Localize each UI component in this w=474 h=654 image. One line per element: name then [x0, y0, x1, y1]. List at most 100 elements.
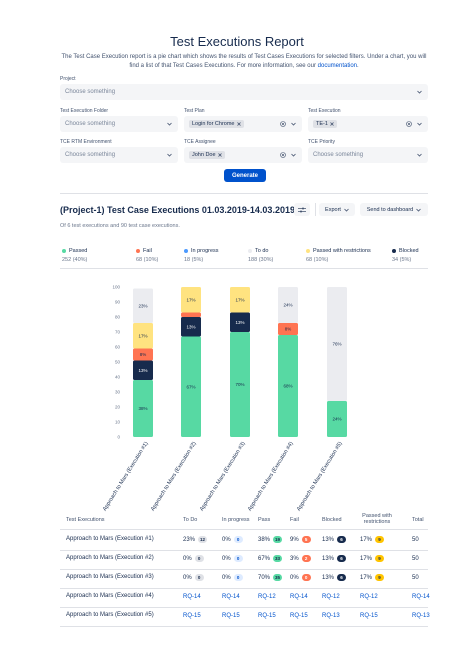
bar-segment — [133, 360, 153, 380]
y-tick-label: 70 — [115, 330, 121, 335]
requirement-link[interactable]: RQ-12 — [360, 593, 378, 600]
requirement-link[interactable]: RQ-14 — [222, 593, 240, 600]
filter-label: Test Plan — [184, 108, 205, 114]
requirement-link[interactable]: RQ-12 — [322, 593, 340, 600]
requirement-link[interactable]: RQ-15 — [183, 612, 201, 619]
chip-text: John Doe — [192, 152, 216, 158]
cell-percent: 3% — [290, 555, 299, 562]
legend-summary: 188 (30%) — [248, 257, 274, 263]
cell: 0% 0 — [290, 573, 311, 582]
legend-name: In progress — [191, 248, 219, 254]
legend-item: Blocked 34 (5%) — [392, 248, 419, 263]
row-name: Approach to Mars (Execution #3) — [66, 574, 154, 580]
cell-percent: 13% — [322, 574, 335, 581]
clear-icon — [280, 152, 286, 158]
legend-row: In progress — [184, 248, 219, 254]
select-box[interactable]: Choose something — [60, 147, 178, 163]
y-tick-label: 40 — [115, 375, 121, 380]
requirement-link[interactable]: RQ-15 — [222, 612, 240, 619]
cell: 0% 0 — [222, 535, 243, 544]
select-box[interactable]: Login for Chrome — [184, 116, 302, 132]
cell: 0% 0 — [222, 573, 243, 582]
bar-segment — [181, 312, 201, 317]
cell-percent: 17% — [360, 555, 373, 562]
cell-percent: 0% — [290, 574, 299, 581]
select-box[interactable]: John Doe — [184, 147, 302, 163]
count-badge: 2 — [301, 555, 311, 562]
legend-name: Blocked — [399, 248, 419, 254]
requirement-link[interactable]: RQ-14 — [412, 593, 430, 600]
bar-label: 38% — [138, 406, 147, 411]
legend-swatch — [248, 249, 252, 253]
column-header: In progress — [222, 517, 250, 523]
column-header: Total — [412, 517, 424, 523]
chevron-path — [417, 90, 422, 94]
placeholder: Choose something — [65, 89, 116, 95]
legend-item: Passed with restrictions 68 (10%) — [306, 248, 371, 263]
cell: 38% 19 — [258, 535, 283, 544]
chevron — [416, 208, 422, 212]
legend-row: To do — [248, 248, 273, 254]
description-text: The Test Case Execution report is a pie … — [61, 54, 427, 69]
export-button[interactable]: Export — [319, 203, 355, 216]
bar-label: 8% — [285, 327, 292, 332]
send-to-dashboard-button[interactable]: Send to dashboard — [360, 203, 428, 216]
page-title: Test Executions Report — [170, 34, 304, 49]
requirement-link[interactable]: RQ-14 — [290, 593, 308, 600]
legend-swatch — [136, 249, 140, 253]
legend-item: To do 188 (30%) — [248, 248, 273, 263]
requirement-link[interactable]: RQ-15 — [258, 612, 276, 619]
count-badge: 19 — [273, 536, 283, 543]
bar-segment — [133, 288, 153, 323]
select-box[interactable]: Choose something — [60, 116, 178, 132]
legend-row: Passed — [62, 248, 87, 254]
cell: 17% 9 — [360, 554, 385, 563]
select-box[interactable]: Choose something — [308, 147, 428, 163]
chevron — [344, 208, 349, 212]
cell-percent: 17% — [360, 536, 373, 543]
x-tick-label: Approach to Mars (Execution #4) — [247, 441, 295, 512]
chip-remove[interactable] — [217, 153, 222, 157]
bar-label: 13% — [138, 368, 147, 373]
cell-percent: 0% — [183, 555, 192, 562]
requirement-link[interactable]: RQ-13 — [412, 612, 430, 619]
chip-remove-path — [236, 122, 241, 126]
row-name: Approach to Mars (Execution #4) — [66, 593, 154, 599]
chevron — [291, 153, 296, 157]
legend-summary: 34 (5%) — [392, 257, 412, 263]
total: 50 — [412, 574, 419, 581]
count-badge: 6 — [337, 574, 347, 581]
filter-label: TCE RTM Environment — [60, 139, 112, 145]
column-header: Test Executions — [66, 517, 105, 523]
clear-icon — [280, 121, 286, 127]
legend-name: Passed — [69, 248, 88, 254]
chip-remove[interactable] — [236, 122, 241, 126]
placeholder: Choose something — [313, 152, 364, 158]
generate-button[interactable]: Generate — [224, 169, 266, 182]
cell: 17% 9 — [360, 573, 385, 582]
requirement-link[interactable]: RQ-15 — [290, 612, 308, 619]
legend-row: Passed with restrictions — [306, 248, 371, 254]
select-box[interactable]: Choose something — [60, 84, 428, 100]
chip-remove[interactable] — [330, 122, 334, 126]
count-badge: 0 — [194, 574, 204, 581]
requirement-link[interactable]: RQ-14 — [183, 593, 201, 600]
requirement-link[interactable]: RQ-13 — [322, 612, 340, 619]
count-badge: 0 — [233, 555, 243, 562]
documentation-link[interactable]: documentation — [317, 63, 358, 69]
legend-summary: 68 (10%) — [306, 257, 329, 263]
clear-circle — [280, 121, 286, 127]
bar-segment — [133, 348, 153, 361]
cell-percent: 0% — [222, 536, 231, 543]
legend-summary: 68 (10%) — [136, 257, 159, 263]
requirement-link[interactable]: RQ-15 — [360, 612, 378, 619]
bar-segment — [327, 401, 347, 437]
count-badge: 0 — [194, 555, 204, 562]
y-tick-label: 60 — [115, 345, 121, 350]
select-box[interactable]: TE-1 — [308, 116, 428, 132]
row-rule — [60, 569, 428, 570]
bar-segment — [181, 287, 201, 313]
filter-settings-button[interactable] — [294, 203, 310, 216]
requirement-link[interactable]: RQ-12 — [258, 593, 276, 600]
